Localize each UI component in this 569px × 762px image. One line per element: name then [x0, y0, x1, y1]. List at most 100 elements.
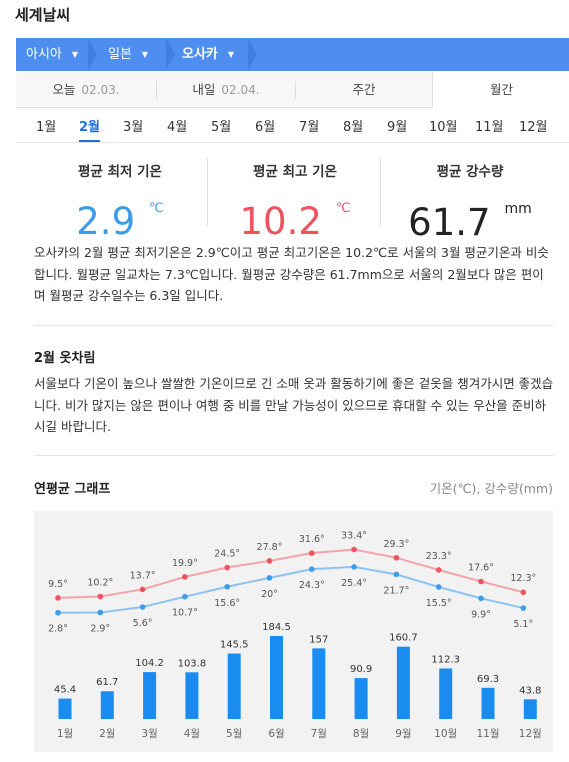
month-tab-1[interactable]: 1월 [36, 120, 57, 135]
stat-max-temp-label: 평균 최고 기온 [253, 164, 337, 180]
x-tick-label: 10월 [434, 728, 457, 740]
x-tick-label: 2월 [99, 728, 115, 740]
low-temp-point [182, 593, 188, 600]
stat-min-temp-value: 2.9 [76, 200, 136, 243]
breadcrumb-region-label: 아시아 [26, 47, 62, 62]
high-temp-label: 24.5° [214, 549, 240, 560]
high-temp-point [97, 593, 104, 600]
high-temp-label: 9.5° [48, 579, 68, 590]
stat-rain-value-row: 61.7 mm [380, 187, 560, 245]
precip-bar [58, 698, 72, 719]
month-tab-5[interactable]: 5월 [211, 120, 232, 135]
graph-heading: 연평균 그래프 [34, 482, 111, 497]
low-temp-point [139, 604, 146, 610]
breadcrumb-separator [166, 38, 175, 70]
month-tab-4[interactable]: 4월 [167, 120, 188, 135]
high-temp-point [351, 546, 357, 553]
precip-label: 103.8 [178, 658, 207, 669]
chevron-down-icon: ▼ [71, 50, 79, 59]
stat-min-temp-label: 평균 최저 기온 [78, 164, 162, 180]
high-temp-label: 12.3° [510, 573, 536, 584]
low-temp-label: 20° [261, 589, 278, 600]
month-tab-9[interactable]: 9월 [387, 120, 408, 135]
precip-bar [143, 672, 157, 719]
annual-chart: 9.5° 10.2° 13.7° 19.9° 24.5° 27.8° 31.6° 33.4° 2… [34, 511, 553, 752]
breadcrumb-region[interactable]: 아시아 ▼ [16, 38, 88, 71]
month-tab-10[interactable]: 10월 [429, 120, 458, 135]
breadcrumb-separator [88, 38, 97, 70]
high-temp-label: 19.9° [172, 558, 198, 569]
stat-min-temp-value-row: 2.9 ℃ [30, 187, 210, 244]
tab-divider [156, 81, 157, 99]
high-temp-point [266, 558, 273, 564]
month-tab-2[interactable]: 2월 [79, 116, 101, 142]
stat-min-temp: 평균 최저 기온 2.9 ℃ [30, 160, 210, 244]
x-tick-label: 9월 [395, 728, 411, 740]
precip-bar [354, 678, 368, 719]
precip-label: 184.5 [262, 622, 291, 633]
precip-label: 61.7 [96, 677, 118, 688]
month-tab-3[interactable]: 3월 [123, 120, 144, 135]
high-temp-point [224, 564, 230, 571]
month-tab-11[interactable]: 11월 [475, 120, 504, 135]
precip-bar [481, 687, 495, 719]
tab-today[interactable]: 오늘 02.03. [16, 72, 156, 107]
x-tick-label: 1월 [57, 728, 73, 740]
high-temp-label: 10.2° [87, 578, 113, 589]
tab-weekly[interactable]: 주간 [296, 72, 432, 107]
breadcrumb-country[interactable]: 일본 ▼ [108, 38, 168, 71]
stat-min-temp-unit: ℃ [149, 201, 164, 216]
low-temp-point [266, 575, 273, 581]
precip-bar [312, 648, 326, 719]
breadcrumb-city[interactable]: 오사카 ▼ [176, 38, 250, 71]
chevron-down-icon: ▼ [227, 50, 235, 59]
low-temp-point [309, 566, 315, 572]
month-tab-8[interactable]: 8월 [343, 120, 364, 135]
month-selector: 1월 2월 3월 4월 5월 6월 7월 8월 9월 10월 11월 12월 [16, 108, 569, 143]
low-temp-line [57, 565, 524, 614]
low-temp-point [97, 609, 104, 616]
precip-label: 90.9 [350, 664, 372, 675]
month-tab-12[interactable]: 12월 [519, 120, 548, 135]
x-tick-label: 3월 [141, 728, 157, 740]
chevron-down-icon: ▼ [141, 50, 149, 59]
divider [34, 325, 554, 326]
stat-max-temp: 평균 최고 기온 10.2 ℃ [205, 160, 385, 244]
precip-bar [396, 646, 410, 719]
high-temp-label: 17.6° [468, 563, 494, 574]
stat-max-temp-value-row: 10.2 ℃ [205, 187, 385, 244]
month-tab-7[interactable]: 7월 [299, 120, 320, 135]
tab-today-label: 오늘 [52, 82, 76, 97]
month-tab-6[interactable]: 6월 [255, 120, 276, 135]
precip-bar [227, 653, 241, 719]
high-temp-label: 33.4° [341, 530, 367, 541]
high-temp-point [55, 595, 61, 601]
low-temp-point [520, 605, 527, 611]
tab-today-date: 02.03. [81, 83, 120, 97]
precip-bar [100, 691, 114, 719]
low-temp-point [55, 609, 61, 616]
breadcrumb-separator [248, 38, 257, 70]
precip-bar [185, 672, 199, 719]
tab-divider [295, 81, 296, 99]
stat-rain-unit: mm [504, 201, 532, 217]
tab-tomorrow[interactable]: 내일 02.04. [157, 72, 295, 107]
stat-max-temp-unit: ℃ [335, 201, 351, 216]
high-temp-label: 31.6° [299, 534, 325, 545]
tab-tomorrow-label: 내일 [192, 82, 216, 97]
tab-monthly[interactable]: 월간 [432, 72, 569, 108]
page-title: 세계날씨 [15, 6, 71, 24]
low-temp-label: 2.9° [90, 624, 110, 635]
low-temp-label: 25.4° [341, 578, 367, 589]
precip-bar [439, 668, 453, 719]
annual-chart-svg: 9.5° 10.2° 13.7° 19.9° 24.5° 27.8° 31.6° 33.4° 2… [48, 530, 542, 740]
high-temp-point [309, 550, 315, 556]
low-temp-point [351, 564, 357, 570]
high-temp-point [139, 586, 146, 593]
clothing-advice: 서울보다 기온이 높으나 쌀쌀한 기온이므로 긴 소매 옷과 활동하기에 좋은 … [34, 376, 554, 434]
precip-label: 160.7 [389, 633, 418, 644]
precip-bar [523, 699, 537, 719]
precip-label: 69.3 [477, 674, 499, 685]
precip-label: 112.3 [431, 654, 460, 665]
high-temp-point [478, 578, 484, 585]
